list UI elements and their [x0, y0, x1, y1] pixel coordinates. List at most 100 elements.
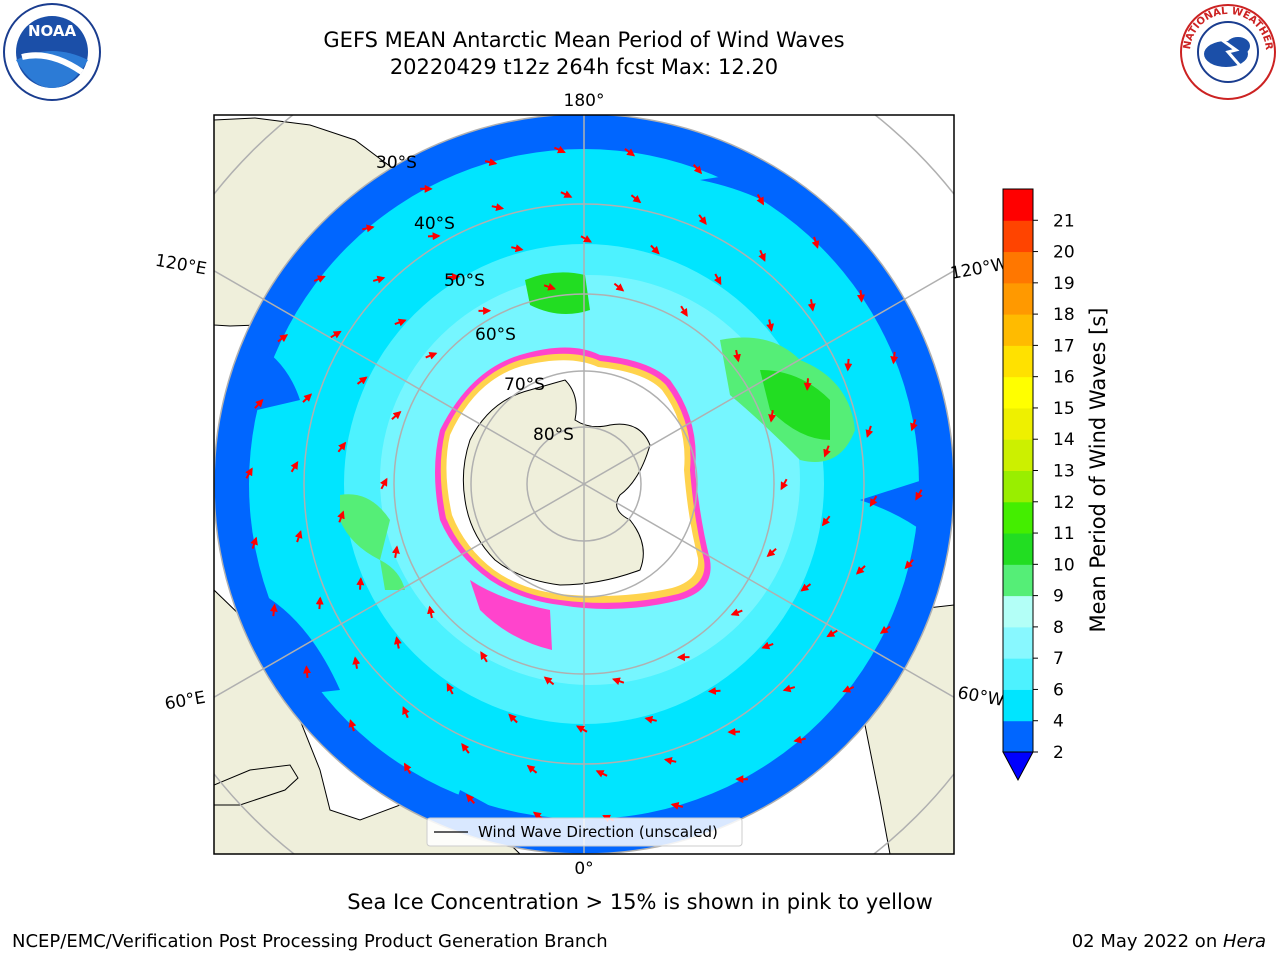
wind-wave-arrow [508, 713, 518, 724]
wind-wave-arrow [290, 461, 299, 473]
wind-wave-arrow [733, 349, 741, 363]
wind-wave-arrow [511, 244, 524, 253]
wind-wave-arrow [756, 193, 765, 206]
lat-label-60s: 60°S [475, 325, 516, 345]
colorbar-tick-label: 15 [1053, 399, 1075, 419]
colorbar-tick-label: 21 [1053, 211, 1075, 231]
colorbar-tick-label: 14 [1053, 430, 1075, 450]
wind-wave-arrow [250, 536, 258, 549]
wind-wave-arrow [352, 656, 361, 669]
wind-wave-arrow [526, 764, 538, 774]
legend-label: Wind Wave Direction (unscaled) [478, 823, 718, 841]
colorbar-swatch [1003, 282, 1033, 315]
wind-wave-arrow [380, 477, 388, 490]
wind-wave-arrow [692, 164, 703, 175]
wind-wave-arrow [491, 203, 505, 212]
wind-wave-arrow [543, 282, 557, 291]
wind-wave-arrows [245, 145, 923, 823]
wind-wave-arrow [391, 410, 402, 420]
lat-label-80s: 80°S [533, 425, 574, 445]
wind-wave-arrow [595, 770, 608, 778]
wind-wave-arrow [254, 398, 264, 409]
wind-wave-arrow [393, 636, 402, 649]
colorbar-tick-label: 2 [1053, 743, 1064, 763]
wind-wave-arrow [680, 305, 688, 317]
wind-wave-arrow [465, 793, 476, 804]
colorbar-swatch [1003, 189, 1033, 221]
wind-wave-arrow [446, 682, 455, 695]
wind-wave-arrow [394, 318, 407, 327]
wind-wave-arrow [707, 687, 721, 695]
wind-wave-arrow [302, 393, 313, 403]
wind-wave-arrow [484, 158, 498, 167]
wind-wave-arrow [904, 559, 914, 570]
wind-wave-arrow [480, 651, 488, 663]
wind-wave-arrow [427, 605, 435, 619]
footer-host: Hera [1222, 931, 1266, 952]
wind-wave-arrow [826, 629, 838, 638]
colorbar-tick-label: 17 [1053, 336, 1075, 356]
nws-logo: NATIONAL WEATHER SERVICE [1178, 2, 1276, 100]
lon-label-0: 0° [574, 859, 593, 879]
colorbar-tick-label: 12 [1053, 493, 1075, 513]
colorbar-swatch [1003, 533, 1033, 565]
wind-wave-arrow [713, 273, 722, 286]
lon-label-60e: 60°E [163, 688, 207, 715]
colorbar-tick-label: 13 [1053, 462, 1075, 482]
wind-wave-arrow [856, 290, 865, 303]
wind-wave-arrow [844, 358, 853, 372]
colorbar-swatch [1003, 251, 1033, 284]
colorbar-swatch [1003, 658, 1033, 690]
colorbar-swatch [1003, 407, 1033, 440]
wind-wave-arrow [855, 565, 866, 575]
wind-wave-arrow [372, 275, 386, 284]
wind-wave-arrow [761, 641, 774, 650]
wind-wave-arrow [915, 489, 923, 501]
colorbar-tick-label: 19 [1053, 274, 1075, 294]
footer-credit: NCEP/EMC/Verification Post Processing Pr… [12, 931, 608, 952]
wind-wave-arrow [461, 743, 470, 754]
antarctica [435, 347, 711, 650]
colorbar-swatch [1003, 689, 1033, 722]
chart-subtitle: 20220429 t12z 264h fcst Max: 12.20 [389, 55, 779, 79]
colorbar-tick-label: 18 [1053, 305, 1075, 325]
wind-wave-arrow [663, 756, 677, 765]
colorbar-swatch [1003, 626, 1033, 659]
wind-wave-arrow [727, 727, 741, 736]
wind-wave-arrow [303, 665, 312, 678]
wind-wave-arrow [403, 762, 412, 775]
wind-wave-arrow [560, 190, 573, 198]
colorbar-under-triangle [1002, 751, 1034, 782]
wind-wave-arrow [356, 376, 368, 385]
wind-wave-arrow [650, 244, 660, 255]
wind-wave-arrow [910, 419, 918, 432]
wind-wave-arrow [865, 425, 874, 438]
wind-wave-arrow [800, 583, 812, 592]
wind-wave-arrow [348, 719, 357, 732]
wind-wave-arrow [576, 725, 588, 733]
colorbar-swatch [1003, 470, 1033, 503]
wind-wave-arrow [782, 684, 796, 693]
wind-wave-arrow [766, 319, 775, 332]
footer-date: 02 May 2022 on Hera [1072, 931, 1266, 952]
map-frame [213, 114, 955, 855]
latitude-labels: 30°S 40°S 50°S 60°S 70°S 80°S [376, 153, 574, 445]
wind-wave-arrow [613, 282, 625, 292]
wind-wave-arrow [766, 548, 777, 558]
lat-label-70s: 70°S [504, 375, 545, 395]
wind-wave-arrow [313, 275, 326, 283]
colorbar-swatch [1003, 439, 1033, 471]
wind-wave-arrow [758, 249, 766, 262]
colorbar-swatch [1003, 314, 1033, 346]
colorbar-swatch [1003, 720, 1033, 753]
wind-wave-arrow [580, 235, 592, 243]
colorbar: 2 4 6 7 8 9 10 11 12 13 14 15 16 17 18 19 20 21 [1002, 188, 1075, 782]
wind-wave-arrow [890, 351, 899, 365]
map-area: 30°S 40°S 50°S 60°S 70°S 80°S Wind Wave … [214, 115, 954, 854]
graticule [214, 115, 954, 854]
wind-wave-arrow [330, 330, 342, 339]
colorbar-tick-label: 4 [1053, 712, 1064, 732]
colorbar-swatch [1003, 501, 1033, 534]
wind-wave-arrow [624, 147, 636, 157]
wind-wave-arrow [630, 194, 642, 204]
